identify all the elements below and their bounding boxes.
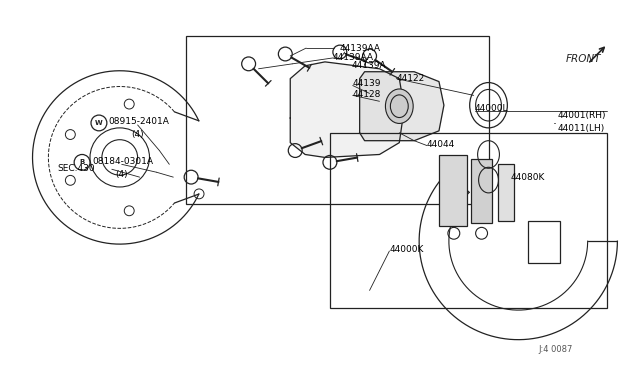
Text: 08184-0301A: 08184-0301A bbox=[92, 157, 153, 166]
Text: (4): (4) bbox=[132, 130, 144, 139]
Bar bbox=[499, 164, 515, 221]
Bar bbox=[186, 36, 488, 204]
Text: 44122: 44122 bbox=[396, 74, 424, 83]
Text: (4): (4) bbox=[115, 170, 127, 179]
Text: 44080K: 44080K bbox=[510, 173, 545, 182]
Text: 08915-2401A: 08915-2401A bbox=[109, 118, 170, 126]
Text: B: B bbox=[79, 159, 84, 166]
Text: 44139AA: 44139AA bbox=[340, 44, 381, 52]
Polygon shape bbox=[291, 62, 404, 157]
Ellipse shape bbox=[385, 89, 413, 124]
Text: W: W bbox=[95, 120, 103, 126]
Text: 44128: 44128 bbox=[353, 90, 381, 99]
Text: J:4 0087: J:4 0087 bbox=[538, 345, 572, 354]
Bar bbox=[330, 133, 607, 308]
Text: FRONT: FRONT bbox=[566, 54, 602, 64]
Text: 44044: 44044 bbox=[427, 140, 455, 149]
Bar bbox=[528, 221, 560, 263]
Text: 44139A: 44139A bbox=[352, 61, 387, 70]
Text: 44000L: 44000L bbox=[475, 104, 508, 113]
Text: 44001(RH): 44001(RH) bbox=[558, 110, 607, 119]
Polygon shape bbox=[360, 72, 444, 141]
Text: 44139: 44139 bbox=[353, 79, 381, 88]
Text: 44011(LH): 44011(LH) bbox=[558, 124, 605, 134]
Bar bbox=[439, 155, 467, 227]
Bar bbox=[470, 160, 493, 224]
Text: SEC.430: SEC.430 bbox=[58, 164, 95, 173]
Text: 44000K: 44000K bbox=[389, 244, 424, 254]
Text: 44139AA: 44139AA bbox=[333, 54, 374, 62]
